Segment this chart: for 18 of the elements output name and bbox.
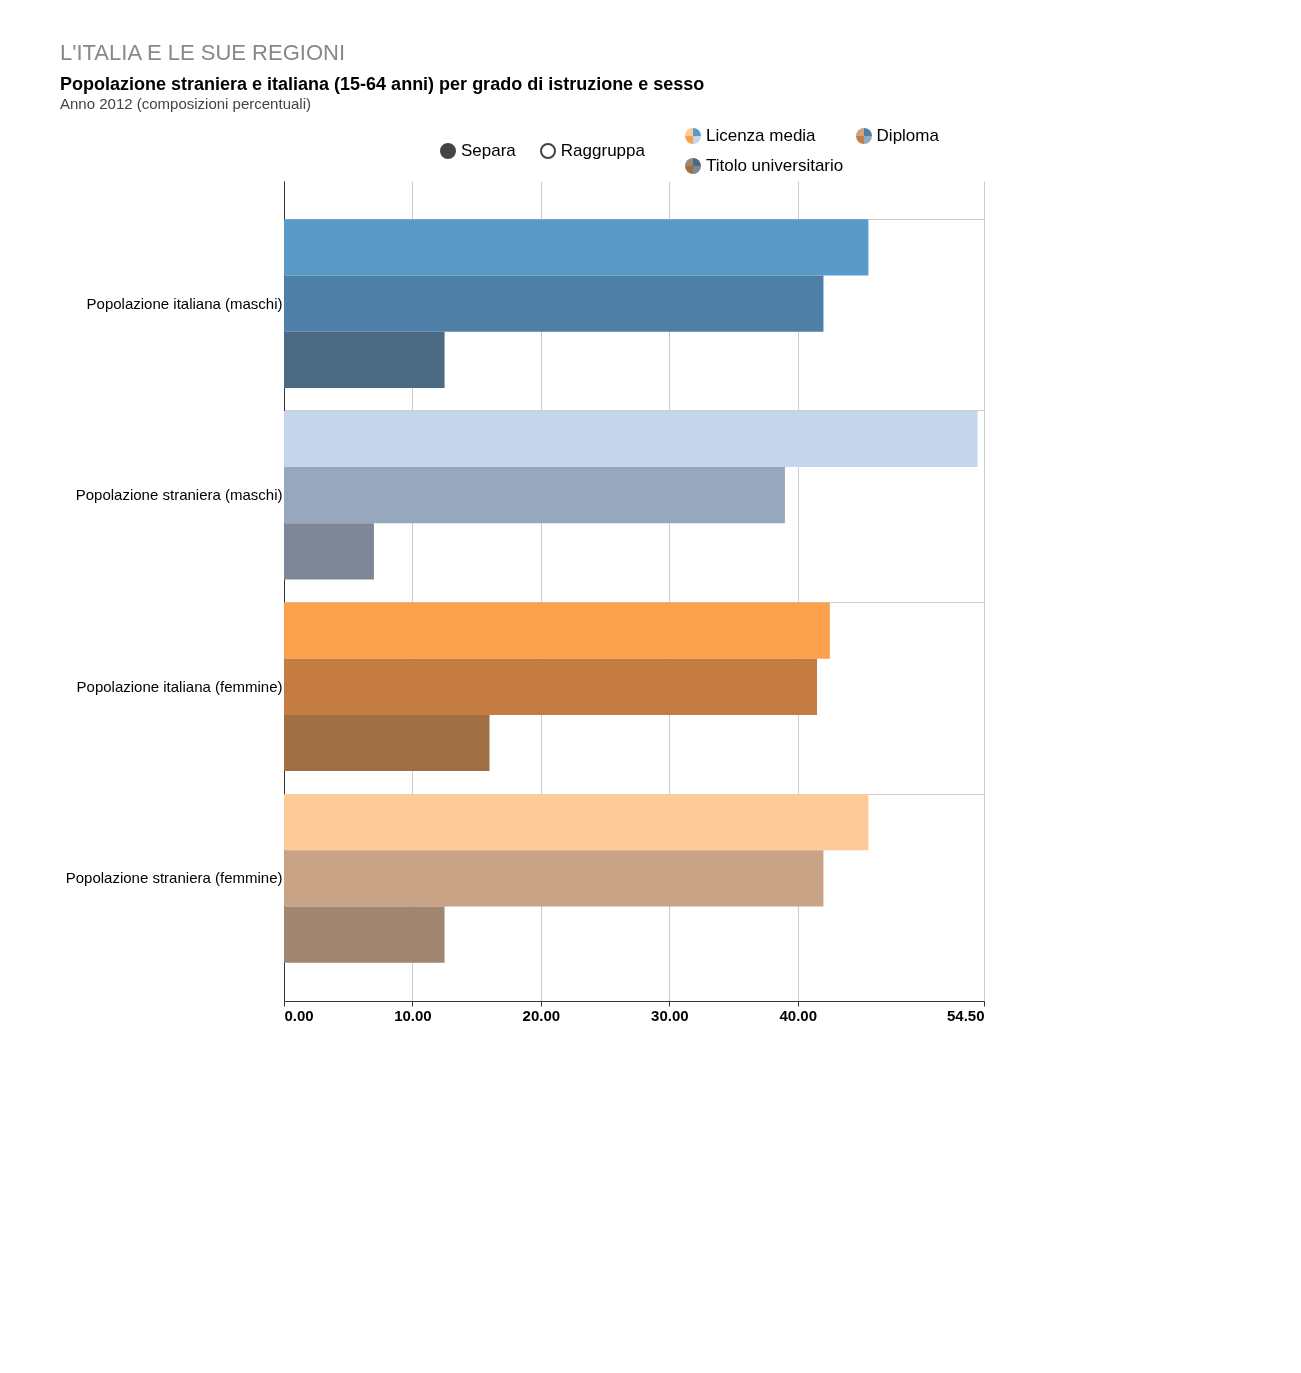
y-tick-label: Popolazione straniera (femmine) [65,869,283,887]
x-tick-label: 40.00 [779,1006,818,1024]
y-tick-label: Popolazione straniera (maschi) [75,486,283,504]
text: L'ITALIA E LE SUE REGIONI [60,40,346,66]
x-tick-label: 54.50 [946,1006,985,1024]
legend-label: Licenza media [705,126,816,146]
chart-subtitle: Anno 2012 (composizioni percentuali) [60,95,312,112]
text: Raggruppa [560,141,645,161]
chart-title: Popolazione straniera e italiana (15-64 anni) per grado di istruzione e sesso [60,74,706,95]
x-tick-label: 0.00 [284,1006,314,1024]
y-tick-label: Popolazione italiana (maschi) [86,294,283,312]
legend-label: Diploma [876,126,939,146]
x-tick-label: 10.00 [394,1006,432,1024]
text: Separa [461,141,516,161]
x-tick-label: 30.00 [651,1006,689,1024]
legend-label: Titolo universitario [705,156,844,176]
x-tick-label: 20.00 [522,1006,561,1024]
y-tick-label: Popolazione italiana (femmine) [76,677,283,695]
